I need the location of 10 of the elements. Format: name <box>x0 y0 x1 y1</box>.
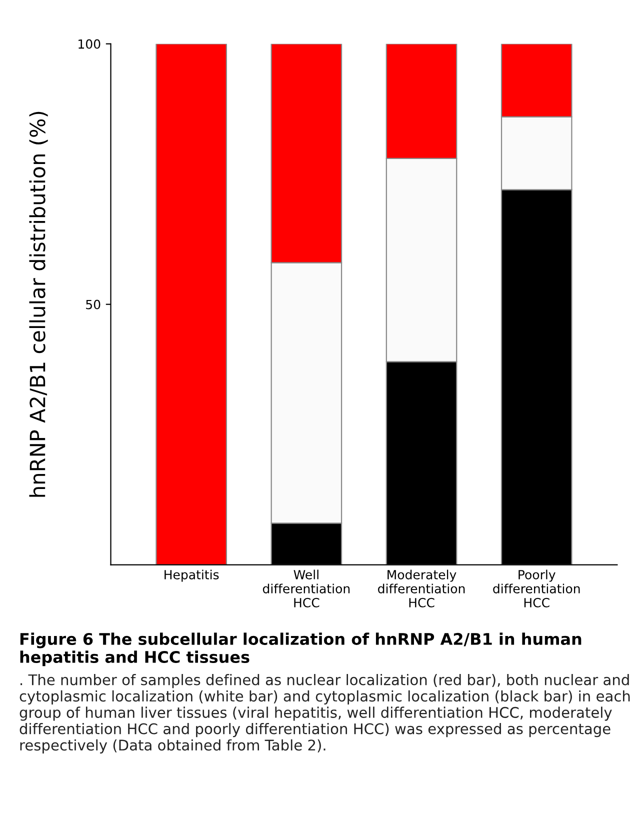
text: Figure 6 The subcellular localization of hnRNP A2/B1 in human hepatitis and HCC tissues <box>20 632 582 666</box>
x-tick-label: Poorly differentiation HCC <box>493 570 580 608</box>
y-axis-title: hnRNP A2/B1 cellular distribution (%) <box>29 112 48 497</box>
bar <box>156 44 227 565</box>
y-tick-label: 50 <box>86 300 100 310</box>
x-tick-label: Hepatitis <box>164 570 219 582</box>
text: . The number of samples defined as nuclear localization (red bar), both nuclear and cytoplasmic localization (white bar) and cytoplasmic localization (black bar) in each group of human liver tissues (viral hepatitis, well differentiation HCC, moderately differentiation HCC and poorly differentiation HCC) was expressed as percentage respectively (Data obtained from Table 2). <box>20 674 630 754</box>
y-tick-label: 100 <box>78 39 100 49</box>
x-tick-label: Well differentiation HCC <box>262 570 350 608</box>
x-tick-label: Moderately differentiation HCC <box>378 570 465 608</box>
